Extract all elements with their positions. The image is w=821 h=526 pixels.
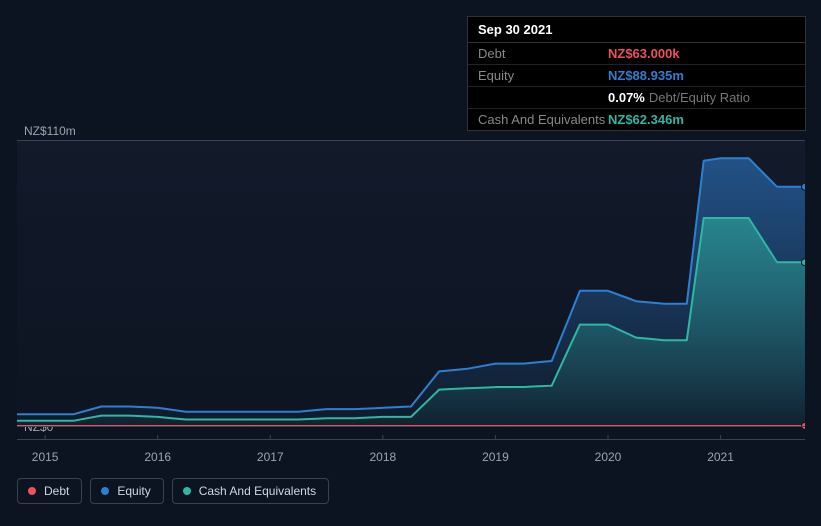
tooltip-row-label: Cash And Equivalents — [478, 112, 608, 127]
legend-item[interactable]: Cash And Equivalents — [172, 478, 329, 504]
x-axis-tick-label: 2018 — [369, 450, 396, 464]
chart-tooltip: Sep 30 2021 DebtNZ$63.000kEquityNZ$88.93… — [467, 16, 806, 131]
legend-swatch — [183, 487, 191, 495]
area-chart — [17, 140, 805, 440]
tooltip-row: Cash And EquivalentsNZ$62.346m — [468, 109, 805, 130]
tooltip-row: 0.07% Debt/Equity Ratio — [468, 87, 805, 109]
tooltip-row-label: Equity — [478, 68, 608, 83]
tooltip-row-value: NZ$88.935m — [608, 68, 684, 83]
y-axis-max-label: NZ$110m — [24, 124, 76, 138]
tooltip-row: DebtNZ$63.000k — [468, 43, 805, 65]
x-axis-tick-label: 2015 — [32, 450, 59, 464]
x-axis-tick-label: 2016 — [144, 450, 171, 464]
tooltip-row-value: NZ$63.000k — [608, 46, 680, 61]
tooltip-row-value: 0.07% — [608, 90, 645, 105]
x-axis: 2015 2016 2017 2018 2019 2020 2021 — [17, 444, 805, 464]
legend-label: Equity — [117, 484, 150, 498]
x-axis-tick-label: 2017 — [257, 450, 284, 464]
tooltip-row-label — [478, 90, 608, 105]
legend-item[interactable]: Debt — [17, 478, 82, 504]
tooltip-row-value: NZ$62.346m — [608, 112, 684, 127]
x-axis-tick-label: 2020 — [595, 450, 622, 464]
legend: Debt Equity Cash And Equivalents — [17, 478, 329, 504]
x-axis-tick-label: 2019 — [482, 450, 509, 464]
legend-swatch — [101, 487, 109, 495]
legend-label: Cash And Equivalents — [199, 484, 316, 498]
tooltip-row-label: Debt — [478, 46, 608, 61]
tooltip-row: EquityNZ$88.935m — [468, 65, 805, 87]
legend-label: Debt — [44, 484, 69, 498]
legend-swatch — [28, 487, 36, 495]
tooltip-row-extra: Debt/Equity Ratio — [649, 90, 750, 105]
x-axis-tick-label: 2021 — [707, 450, 734, 464]
legend-item[interactable]: Equity — [90, 478, 163, 504]
tooltip-date: Sep 30 2021 — [468, 17, 805, 43]
